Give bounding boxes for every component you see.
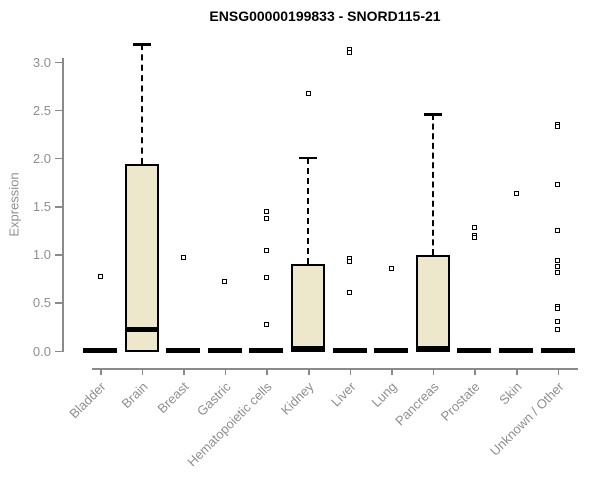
outlier-point: [180, 254, 186, 260]
zero-bar: [457, 348, 492, 353]
outlier-point: [471, 224, 477, 230]
zero-bar: [332, 348, 367, 353]
x-tick: [308, 368, 310, 375]
outlier-point: [263, 209, 269, 215]
outlier-point: [471, 235, 477, 241]
box: [124, 163, 159, 353]
outlier-point: [555, 326, 561, 332]
whisker-cap: [423, 113, 442, 116]
outlier-point: [555, 319, 561, 325]
outlier-point: [513, 190, 519, 196]
x-tick: [474, 368, 476, 375]
chart-title: ENSG00000199833 - SNORD115-21: [209, 8, 441, 24]
y-tick-label: 0.5: [32, 295, 51, 311]
x-tick: [432, 368, 435, 375]
outlier-point: [347, 50, 353, 56]
outlier-point: [263, 274, 269, 280]
outlier-point: [263, 247, 269, 253]
outlier-point: [555, 227, 561, 233]
outlier-point: [347, 290, 353, 296]
x-tick: [557, 368, 560, 375]
y-tick-label: 0.0: [32, 343, 51, 359]
median-line: [415, 346, 450, 352]
y-tick: [55, 254, 62, 256]
x-tick: [349, 368, 352, 375]
outlier-point: [555, 258, 561, 264]
whisker-cap: [299, 156, 317, 160]
whisker-cap: [132, 43, 151, 46]
whisker-line: [431, 114, 434, 256]
outlier-point: [222, 278, 228, 284]
y-tick: [55, 109, 62, 112]
x-tick: [391, 368, 393, 375]
y-tick: [55, 302, 62, 304]
outlier-point: [388, 266, 394, 272]
y-tick: [55, 157, 62, 160]
outlier-point: [347, 259, 353, 265]
y-axis-line: [62, 58, 64, 352]
outlier-point: [555, 264, 561, 270]
outlier-point: [263, 321, 269, 327]
y-tick-label: 2.5: [32, 102, 51, 118]
box: [415, 255, 450, 353]
x-tick: [266, 368, 268, 375]
x-axis-line: [92, 368, 578, 370]
outlier-point: [555, 182, 561, 188]
outlier-point: [97, 273, 103, 279]
x-tick: [224, 368, 227, 375]
y-tick-label: 1.0: [32, 247, 51, 263]
outlier-point: [305, 90, 311, 96]
x-tick: [100, 368, 102, 375]
whisker-line: [307, 157, 309, 264]
y-tick-label: 2.0: [32, 150, 51, 166]
zero-bar: [166, 348, 201, 353]
median-line: [291, 346, 325, 352]
zero-bar: [249, 348, 284, 353]
x-tick: [183, 368, 185, 375]
outlier-point: [555, 123, 561, 129]
zero-bar: [499, 348, 533, 353]
y-tick: [55, 350, 62, 352]
zero-bar: [540, 348, 575, 353]
zero-bar: [83, 348, 117, 353]
x-tick: [516, 368, 518, 375]
median-line: [124, 326, 159, 332]
outlier-point: [555, 269, 561, 275]
y-tick: [55, 61, 62, 63]
y-tick-label: 3.0: [32, 54, 51, 70]
x-tick: [141, 368, 144, 375]
outlier-point: [263, 216, 269, 222]
zero-bar: [374, 348, 409, 353]
box: [291, 263, 325, 353]
whisker-line: [140, 44, 143, 164]
zero-bar: [207, 348, 242, 353]
outlier-point: [555, 305, 561, 311]
y-tick: [55, 206, 62, 208]
y-tick-label: 1.5: [32, 199, 51, 214]
